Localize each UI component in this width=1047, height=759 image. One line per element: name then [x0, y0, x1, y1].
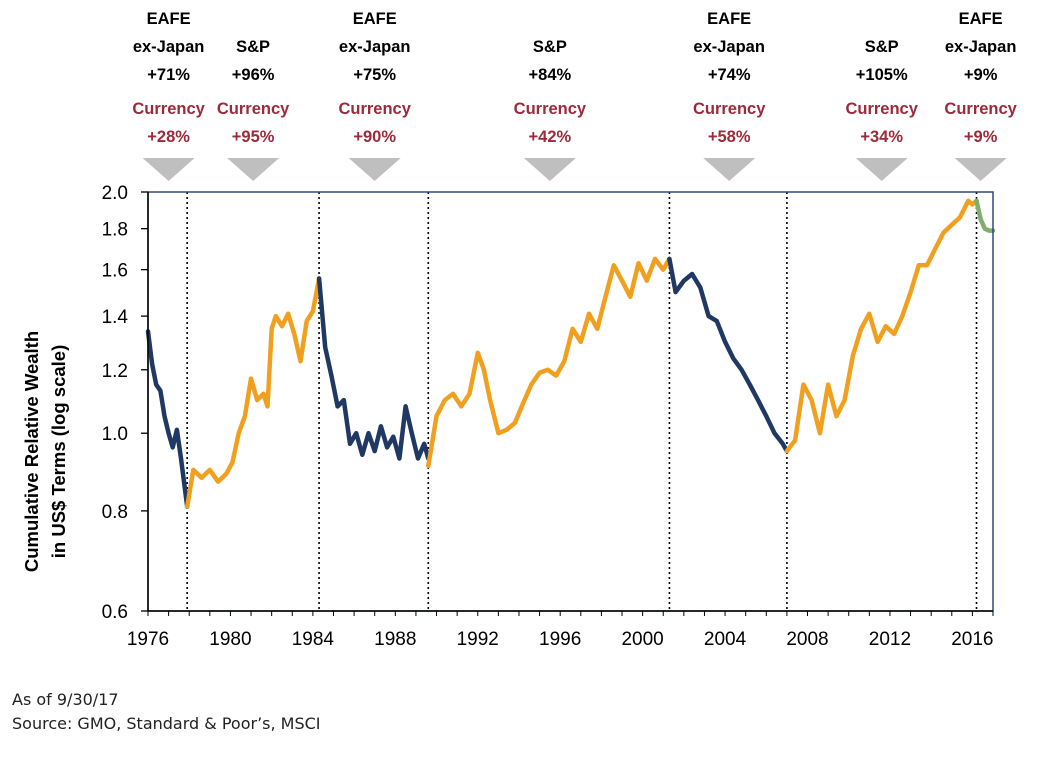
currency-label: +42% — [529, 128, 572, 146]
as-of-date: As of 9/30/17 — [12, 690, 119, 709]
currency-label: Currency — [944, 100, 1017, 118]
annotation-label: S&P — [865, 38, 899, 56]
footer: As of 9/30/17 Source: GMO, Standard & Po… — [12, 688, 321, 736]
annotation-label: +105% — [856, 66, 908, 84]
annotation-label: ex-Japan — [945, 38, 1017, 56]
period-annotation: EAFE ex-Japan +71% Currency +28% — [132, 10, 206, 181]
series-layer — [145, 198, 996, 509]
annotation-label: EAFE — [147, 10, 191, 28]
x-tick-label: 2000 — [621, 629, 663, 650]
annotation-label: EAFE — [707, 10, 751, 28]
down-arrow-icon — [855, 158, 908, 181]
x-tick-label: 1984 — [292, 629, 335, 650]
down-arrow-icon — [523, 158, 576, 181]
x-tick-label: 2012 — [869, 629, 911, 650]
period-annotation: S&P +96% Currency +95% — [217, 38, 290, 181]
source-note: Source: GMO, Standard & Poor’s, MSCI — [12, 714, 321, 733]
currency-label: +9% — [964, 128, 998, 146]
down-arrow-icon — [703, 158, 756, 181]
annotation-label: +75% — [353, 66, 396, 84]
annotation-label: +84% — [529, 66, 572, 84]
y-tick-label: 2.0 — [102, 183, 128, 204]
regime-breaks — [186, 192, 978, 611]
series-line — [145, 329, 190, 509]
plot-frame — [147, 191, 994, 612]
y-axis-label-line: Cumulative Relative Wealth — [21, 331, 42, 572]
series-line — [667, 256, 790, 454]
period-annotation: EAFE ex-Japan +75% Currency +90% — [338, 10, 412, 181]
annotation-label: EAFE — [353, 10, 397, 28]
annotation-label: +74% — [708, 66, 751, 84]
currency-label: Currency — [693, 100, 766, 118]
y-tick-label: 1.4 — [102, 307, 129, 328]
annotation-label: +9% — [964, 66, 998, 84]
currency-label: Currency — [217, 100, 290, 118]
annotation-label: ex-Japan — [693, 38, 765, 56]
axes-layer: 0.6 0.8 1.0 1.2 1.4 1.6 1.8 2.0 1976 1980 1984 1988… — [102, 183, 994, 650]
down-arrow-icon — [227, 158, 280, 181]
y-tick-label: 0.8 — [102, 502, 128, 523]
series-line — [426, 256, 672, 469]
currency-label: +28% — [147, 128, 190, 146]
currency-label: +58% — [708, 128, 751, 146]
x-tick-label: 1992 — [457, 629, 499, 650]
period-annotation: EAFE ex-Japan +74% Currency +58% — [693, 10, 766, 181]
y-axis-label: Cumulative Relative Wealth in US$ Terms (… — [21, 331, 69, 572]
x-tick-label: 1980 — [209, 629, 251, 650]
y-tick-label: 1.8 — [102, 220, 128, 241]
annotations-layer: EAFE ex-Japan +71% Currency +28% S&P +96% Curre… — [132, 10, 1018, 181]
x-tick-label: 2008 — [786, 629, 828, 650]
x-tick-label: 1996 — [539, 629, 581, 650]
down-arrow-icon — [142, 158, 195, 181]
currency-label: Currency — [845, 100, 918, 118]
y-tick-label: 1.0 — [102, 424, 128, 445]
y-tick-label: 1.2 — [102, 361, 128, 382]
annotation-label: ex-Japan — [133, 38, 205, 56]
series-line — [974, 198, 996, 233]
currency-label: +95% — [232, 128, 275, 146]
relative-wealth-chart: EAFE ex-Japan +71% Currency +28% S&P +96% Curre… — [21, 10, 1018, 650]
currency-label: Currency — [338, 100, 411, 118]
currency-label: +90% — [353, 128, 396, 146]
x-tick-label: 1976 — [127, 629, 169, 650]
x-tick-label: 2016 — [951, 629, 993, 650]
annotation-label: +71% — [147, 66, 190, 84]
down-arrow-icon — [954, 158, 1007, 181]
y-axis-label-line: in US$ Terms (log scale) — [48, 345, 69, 559]
annotation-label: S&P — [533, 38, 567, 56]
x-tick-label: 2004 — [704, 629, 747, 650]
currency-label: +34% — [860, 128, 903, 146]
series-line — [784, 198, 979, 454]
series-line — [184, 276, 322, 509]
currency-label: Currency — [132, 100, 205, 118]
currency-label: Currency — [514, 100, 587, 118]
annotation-label: EAFE — [959, 10, 1003, 28]
y-tick-label: 1.6 — [102, 261, 128, 282]
period-annotation: S&P +84% Currency +42% — [514, 38, 587, 181]
series-line — [316, 276, 431, 461]
annotation-label: +96% — [232, 66, 275, 84]
annotation-label: S&P — [236, 38, 270, 56]
down-arrow-icon — [348, 158, 401, 181]
period-annotation: S&P +105% Currency +34% — [845, 38, 919, 181]
period-annotation: EAFE ex-Japan +9% Currency +9% — [944, 10, 1018, 181]
x-tick-label: 1988 — [374, 629, 416, 650]
y-tick-label: 0.6 — [102, 602, 128, 623]
annotation-label: ex-Japan — [339, 38, 411, 56]
